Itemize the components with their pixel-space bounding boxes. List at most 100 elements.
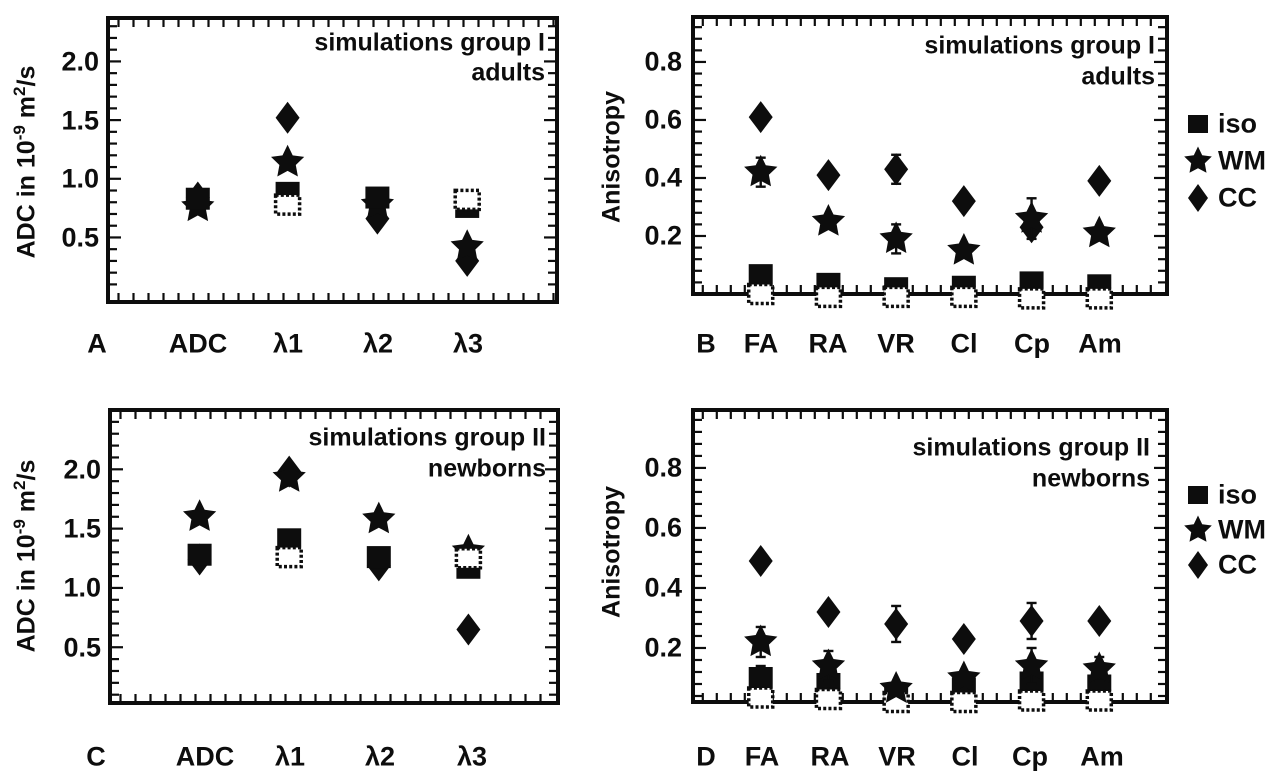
panel-D-category-label: FA (744, 741, 780, 772)
panel-B-iso-marker-0 (748, 264, 773, 287)
panel-D-WM-marker-3 (947, 660, 981, 693)
y-title-exponent: -9 (10, 519, 30, 535)
panel-D-category-label: Am (1080, 741, 1124, 772)
panel-C-WM-marker-1 (272, 460, 306, 492)
legend-label-wm: WM (1218, 514, 1266, 545)
panel-B-CC-marker-3 (951, 185, 976, 218)
panel-D-category-label: RA (810, 741, 850, 772)
legend-iso-icon (1188, 486, 1208, 504)
panel-D-CC-marker-2 (884, 607, 909, 640)
panel-A-open_square-marker-1 (273, 193, 302, 216)
panel-A-ytick-label: 1.0 (61, 163, 99, 194)
panel-B-ytick-label: 0.6 (644, 104, 682, 135)
panel-D-open_square-marker-5 (1085, 689, 1114, 712)
panel-D-CC-marker-3 (951, 622, 976, 655)
panel-D-title-line-1: simulations group II (912, 433, 1150, 462)
panel-D-WM-marker-2 (879, 671, 913, 703)
panel-B-WM-marker-1 (811, 204, 846, 236)
panel-B-CC-marker-5 (1087, 164, 1112, 197)
legend-label-wm: WM (1218, 145, 1266, 176)
panel-D-CC-marker-5 (1087, 604, 1112, 637)
panel-B-ytick-label: 0.8 (644, 46, 682, 77)
legend-WM-icon (1184, 146, 1212, 173)
y-title-text: /s (12, 65, 41, 87)
panel-D-WM-marker-5 (1082, 651, 1116, 684)
panel-C-plot-box (108, 408, 560, 705)
panel-C-open_square-marker-1 (275, 545, 303, 569)
panel-C-iso-marker-0 (187, 543, 212, 566)
panel-B-CC-marker-2 (884, 153, 909, 186)
panel-B-letter: B (696, 328, 716, 359)
panel-C-CC-marker-3 (456, 613, 481, 646)
panel-A-title-line-1: simulations group I (314, 28, 545, 57)
panel-A-category-label: λ2 (362, 328, 394, 359)
panel-D-CC-marker-1 (816, 595, 841, 628)
legend-label-cc: CC (1218, 182, 1257, 213)
panel-B-category-label: RA (808, 328, 848, 359)
panel-A-letter: A (87, 328, 107, 359)
panel-D-category-label: Cl (951, 741, 979, 772)
legend-iso-icon (1188, 115, 1208, 133)
panel-A-iso-marker-0 (185, 187, 210, 210)
panel-B-WM-marker-0 (744, 154, 778, 187)
legend-WM-icon (1184, 515, 1212, 542)
panel-B-WM-marker-2 (879, 221, 913, 253)
y-title-text: /s (12, 459, 41, 481)
panel-D-open_square-marker-0 (746, 686, 775, 709)
panel-C-iso-marker-1 (277, 528, 302, 551)
panel-B-ytick-label: 0.4 (644, 162, 682, 193)
legend-label-iso: iso (1218, 479, 1258, 510)
panel-B-open_square-marker-4 (1017, 287, 1046, 310)
panel-C-title-line-2: newborns (427, 454, 546, 483)
panel-B-category-label: FA (743, 328, 779, 359)
panel-A-category-label: λ3 (452, 328, 484, 359)
panel-A-plot-box (106, 16, 559, 304)
panel-D-CC-marker-4 (1019, 604, 1044, 637)
panel-D-WM-marker-4 (1014, 648, 1049, 681)
panel-A-title-line-2: adults (471, 58, 545, 87)
panel-B-CC-marker-0 (748, 101, 773, 134)
panel-D-CC-marker-0 (748, 544, 773, 577)
panel-B-category-label: VR (877, 328, 915, 359)
panel-C-WM-marker-0 (183, 499, 217, 531)
panel-C-ytick-label: 1.0 (63, 572, 101, 603)
panel-D-ytick-label: 0.4 (644, 572, 682, 603)
y-title-text: m (12, 95, 41, 126)
panel-B-category-label: Cl (950, 328, 978, 359)
panel-D-iso-marker-0 (748, 666, 773, 689)
panel-B-CC-marker-1 (816, 159, 841, 192)
panel-B-title-line-2: adults (1081, 62, 1155, 91)
panel-B-open_square-marker-2 (882, 285, 910, 309)
y-title-text: m (12, 489, 41, 520)
panel-D-ytick-label: 0.2 (644, 632, 682, 663)
panel-C-category-label: λ3 (456, 741, 488, 772)
panel-B-title-line-1: simulations group I (924, 31, 1155, 60)
panel-B-open_square-marker-3 (950, 285, 978, 309)
panel-C-letter: C (86, 741, 106, 772)
panel-C-y-axis-title: ADC in 10-9 m2/s (10, 459, 41, 653)
panel-D-y-axis-title: Anisotropy (597, 486, 626, 618)
panel-D-open_square-marker-4 (1017, 689, 1046, 712)
panel-A-category-label: λ1 (272, 328, 304, 359)
panel-D-category-label: VR (878, 741, 916, 772)
panel-B-WM-marker-4 (1014, 201, 1049, 233)
panel-A-open_square-marker-3 (453, 188, 481, 212)
panel-B-open_square-marker-1 (814, 285, 843, 309)
panel-C-category-label: λ2 (364, 741, 396, 772)
panel-D-WM-marker-1 (811, 648, 846, 681)
panel-D-open_square-marker-1 (814, 687, 843, 711)
panel-D-ytick-label: 0.8 (644, 452, 682, 483)
panel-A-category-label: ADC (168, 328, 228, 359)
panel-C-iso-marker-2 (366, 546, 391, 569)
panel-A-y-axis-title: ADC in 10-9 m2/s (10, 65, 41, 259)
panel-A-CC-marker-3 (455, 244, 480, 277)
legend-CC-icon (1188, 551, 1208, 579)
panel-C-ytick-label: 1.5 (63, 513, 101, 544)
panel-A-ytick-label: 1.5 (61, 105, 99, 136)
legend-CC-icon (1188, 184, 1208, 212)
panel-B-plot-box (691, 15, 1169, 296)
panel-B-WM-marker-5 (1082, 215, 1116, 248)
panel-C-WM-marker-2 (362, 501, 396, 534)
panel-B-open_square-marker-5 (1085, 287, 1114, 310)
panel-D-title-line-2: newborns (1031, 464, 1150, 493)
